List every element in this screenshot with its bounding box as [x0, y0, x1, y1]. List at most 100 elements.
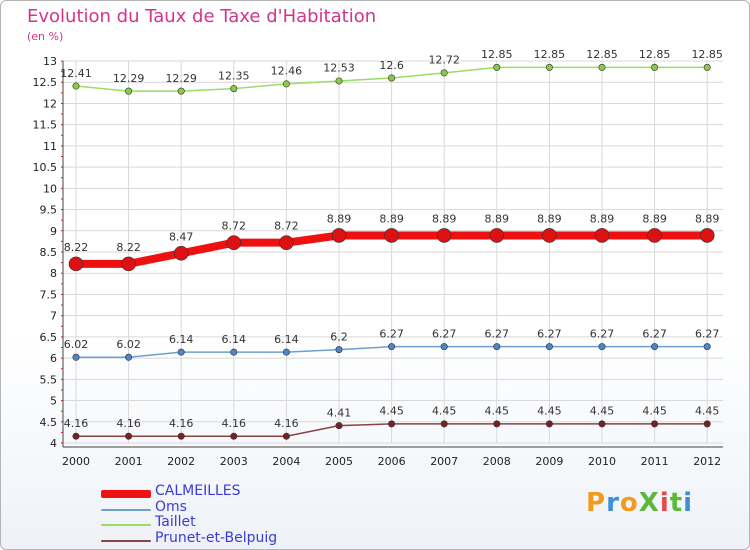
logo-letter: i — [683, 488, 694, 518]
data-point — [72, 82, 80, 90]
data-label: 6.2 — [330, 330, 348, 343]
data-label: 4.45 — [642, 405, 667, 418]
data-point — [703, 420, 711, 428]
data-point — [72, 353, 80, 361]
data-point — [545, 343, 553, 351]
y-tick-label: 4.5 — [40, 416, 58, 429]
data-label: 6.27 — [590, 327, 615, 340]
data-point — [647, 228, 662, 243]
data-point — [703, 63, 711, 71]
data-label: 4.45 — [537, 405, 562, 418]
x-tick-label: 2009 — [535, 455, 563, 468]
x-tick-label: 2001 — [115, 455, 143, 468]
data-point — [230, 348, 238, 356]
data-point — [177, 432, 185, 440]
legend-label: Prunet-et-Belpuig — [155, 529, 278, 546]
data-point — [335, 422, 343, 430]
data-label: 8.22 — [64, 241, 89, 254]
data-label: 4.16 — [169, 417, 194, 430]
data-label: 8.72 — [274, 220, 299, 233]
x-tick-label: 2012 — [693, 455, 721, 468]
legend-label: Taillet — [155, 514, 196, 530]
data-label: 12.29 — [113, 72, 145, 85]
data-point — [331, 228, 347, 243]
data-point — [121, 256, 136, 272]
data-label: 6.27 — [379, 327, 404, 340]
data-label: 12.53 — [323, 62, 355, 75]
x-tick-label: 2004 — [272, 455, 300, 468]
data-label: 6.27 — [537, 327, 562, 340]
data-label: 4.45 — [379, 405, 404, 418]
logo-letter: P — [586, 488, 607, 518]
legend-swatch — [101, 490, 151, 498]
data-label: 12.85 — [534, 48, 566, 61]
proxiti-logo: ProXiti — [586, 488, 693, 518]
data-label: 6.27 — [695, 327, 720, 340]
data-point — [125, 432, 133, 440]
data-point — [598, 343, 606, 351]
x-tick-label: 2000 — [62, 455, 90, 468]
data-label: 4.16 — [64, 417, 89, 430]
data-label: 12.46 — [271, 65, 303, 78]
logo-letter: i — [659, 488, 670, 518]
data-point — [545, 420, 553, 428]
data-point — [279, 235, 294, 250]
x-tick-label: 2005 — [325, 455, 353, 468]
data-point — [598, 63, 606, 71]
data-point — [545, 63, 553, 71]
data-label: 4.45 — [432, 405, 457, 418]
data-point — [282, 80, 290, 88]
data-label: 8.89 — [695, 212, 720, 225]
y-tick-label: 11 — [43, 140, 57, 153]
data-point — [493, 63, 501, 71]
data-point — [388, 420, 396, 428]
data-point — [703, 343, 711, 351]
logo-letter: t — [669, 488, 684, 518]
data-point — [384, 228, 399, 243]
data-label: 6.02 — [64, 338, 89, 351]
data-point — [542, 228, 557, 243]
y-tick-label: 8.5 — [40, 246, 58, 259]
data-point — [440, 343, 448, 351]
y-tick-label: 6 — [50, 352, 57, 365]
data-label: 12.85 — [639, 48, 671, 61]
y-tick-label: 5 — [50, 395, 57, 408]
data-point — [72, 432, 80, 440]
data-point — [388, 343, 396, 351]
logo-letter: r — [606, 488, 620, 518]
y-tick-label: 12 — [43, 97, 57, 110]
data-label: 4.41 — [327, 406, 352, 419]
data-point — [493, 343, 501, 351]
data-point — [440, 420, 448, 428]
data-label: 8.89 — [537, 212, 562, 225]
logo-letter: o — [619, 488, 639, 518]
data-label: 6.14 — [274, 333, 299, 346]
x-tick-label: 2007 — [430, 455, 458, 468]
data-label: 12.6 — [379, 59, 404, 72]
data-point — [226, 235, 242, 250]
data-label: 6.14 — [169, 333, 194, 346]
data-label: 8.47 — [169, 230, 194, 243]
data-label: 8.22 — [116, 241, 141, 254]
data-point — [282, 348, 290, 356]
data-label: 6.02 — [116, 338, 141, 351]
legend-swatch — [101, 539, 151, 542]
y-tick-label: 10.5 — [33, 161, 58, 174]
data-point — [598, 420, 606, 428]
chart-subtitle: (en %) — [27, 30, 64, 43]
data-point — [651, 420, 659, 428]
data-point — [651, 63, 659, 71]
data-label: 12.85 — [691, 48, 723, 61]
y-tick-label: 9.5 — [40, 204, 58, 217]
data-point — [335, 77, 343, 85]
legend-label: Oms — [155, 498, 187, 515]
data-label: 6.27 — [432, 327, 457, 340]
data-point — [125, 353, 133, 361]
data-label: 4.45 — [590, 405, 615, 418]
data-point — [699, 228, 715, 243]
y-tick-label: 10 — [43, 182, 57, 195]
x-tick-label: 2010 — [588, 455, 616, 468]
legend-swatch — [101, 524, 151, 526]
x-tick-label: 2003 — [220, 455, 248, 468]
